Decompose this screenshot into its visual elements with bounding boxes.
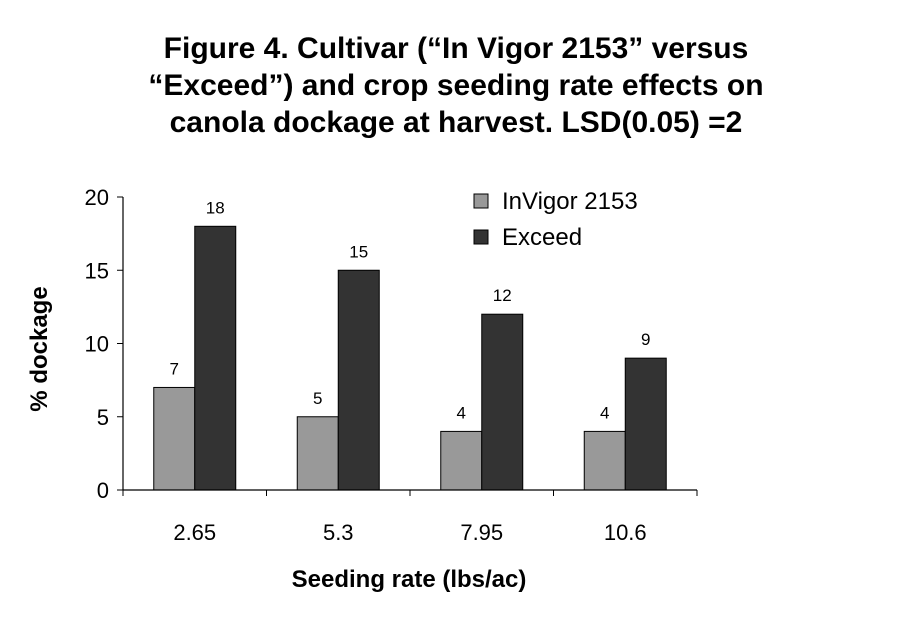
bar-invigor-2153-10.6 <box>583 430 626 491</box>
bar-exceed-10.6 <box>624 357 667 491</box>
chart-title-line-1: Figure 4. Cultivar (“In Vigor 2153” vers… <box>164 32 749 65</box>
chart-title: Figure 4. Cultivar (“In Vigor 2153” vers… <box>148 32 763 139</box>
data-label-exceed-5.3: 15 <box>349 242 368 261</box>
data-label-exceed-10.6: 9 <box>641 330 650 349</box>
legend-swatch-exceed <box>473 229 489 245</box>
data-label-exceed-7.95: 12 <box>493 286 512 305</box>
y-tick-label-15: 15 <box>85 258 109 283</box>
legend-label-exceed: Exceed <box>502 224 582 251</box>
data-label-invigor-2153-10.6: 4 <box>600 403 609 422</box>
axes <box>117 196 698 496</box>
bar-invigor-2153-5.3 <box>296 416 339 491</box>
y-tick-labels: 0 5 10 15 20 <box>85 185 109 503</box>
bar-exceed-7.95 <box>481 313 524 491</box>
x-axis-title: Seeding rate (lbs/ac) <box>292 566 527 593</box>
x-tick-label-7.95: 7.95 <box>460 520 503 545</box>
data-label-invigor-2153-5.3: 5 <box>313 389 322 408</box>
bars <box>153 225 667 491</box>
y-tick-label-20: 20 <box>85 185 109 210</box>
x-tick-label-5.3: 5.3 <box>323 520 354 545</box>
data-label-exceed-2.65: 18 <box>206 198 225 217</box>
y-tick-label-10: 10 <box>85 332 109 357</box>
x-tick-label-2.65: 2.65 <box>173 520 216 545</box>
bar-invigor-2153-7.95 <box>440 430 483 491</box>
data-label-invigor-2153-2.65: 7 <box>170 359 179 378</box>
legend: InVigor 2153 Exceed <box>473 188 638 251</box>
chart-title-line-2: “Exceed”) and crop seeding rate effects … <box>148 69 763 102</box>
legend-label-invigor-2153: InVigor 2153 <box>502 188 638 215</box>
y-tick-label-0: 0 <box>97 478 109 503</box>
data-labels: 7 18 5 15 4 12 4 9 <box>170 198 651 422</box>
x-tick-labels: 2.65 5.3 7.95 10.6 <box>173 520 646 545</box>
bar-exceed-5.3 <box>337 269 380 491</box>
y-axis-title: % dockage <box>26 286 53 411</box>
bar-exceed-2.65 <box>194 225 237 491</box>
y-tick-label-5: 5 <box>97 405 109 430</box>
x-tick-label-10.6: 10.6 <box>604 520 647 545</box>
chart-title-line-3: canola dockage at harvest. LSD(0.05) =2 <box>170 106 743 139</box>
legend-swatch-invigor-2153 <box>473 193 489 209</box>
data-label-invigor-2153-7.95: 4 <box>457 403 466 422</box>
bar-invigor-2153-2.65 <box>153 386 196 491</box>
